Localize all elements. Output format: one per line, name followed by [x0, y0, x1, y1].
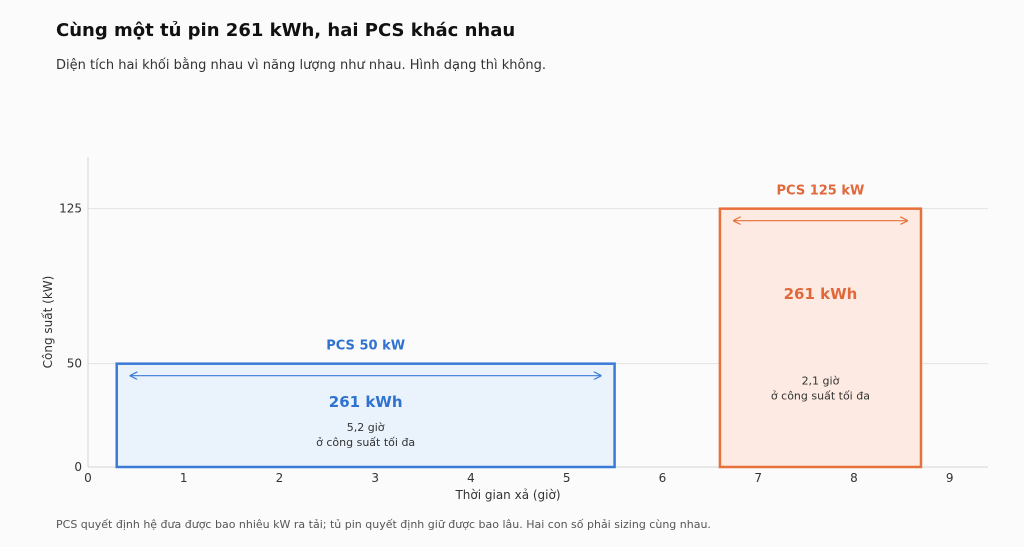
x-tick-label: 8	[850, 471, 858, 485]
x-tick-label: 7	[754, 471, 762, 485]
footnote: PCS quyết định hệ đưa được bao nhiêu kW …	[56, 518, 711, 531]
block-label-pcs50: PCS 50 kW	[326, 339, 405, 354]
y-tick-label: 125	[59, 202, 82, 216]
x-axis-label: Thời gian xả (giờ)	[454, 488, 560, 502]
x-tick-label: 3	[371, 471, 379, 485]
block-layer: PCS 50 kW 261 kWh 5,2 giờ ở công suất tối đ…	[115, 184, 923, 469]
x-tick-label: 1	[180, 471, 188, 485]
duration-label-pcs50: 5,2 giờ	[347, 421, 385, 434]
y-tick-label: 0	[74, 460, 82, 474]
x-tick-label: 4	[467, 471, 475, 485]
y-axis-label: Công suất (kW)	[41, 276, 55, 369]
energy-rect-pcs50	[115, 362, 616, 469]
x-tick-label: 0	[84, 471, 92, 485]
duration-note-pcs50: ở công suất tối đa	[316, 436, 415, 449]
energy-value-pcs125: 261 kWh	[784, 285, 858, 303]
y-tick-label: 50	[67, 357, 82, 371]
energy-block-pcs50: PCS 50 kW 261 kWh 5,2 giờ ở công suất tối đ…	[115, 339, 616, 469]
energy-value-pcs50: 261 kWh	[329, 393, 403, 411]
energy-rect-pcs125	[718, 207, 923, 469]
chart-subtitle: Diện tích hai khối bằng nhau vì năng lượ…	[56, 58, 547, 73]
energy-block-pcs125: PCS 125 kW 261 kWh 2,1 giờ ở công suất tối …	[718, 184, 923, 469]
duration-note-pcs125: ở công suất tối đa	[771, 389, 870, 402]
x-tick-label: 9	[946, 471, 954, 485]
chart-title: Cùng một tủ pin 261 kWh, hai PCS khác nh…	[56, 20, 516, 41]
x-tick-label: 2	[276, 471, 284, 485]
x-tick-label: 5	[563, 471, 571, 485]
x-tick-label: 6	[659, 471, 667, 485]
duration-label-pcs125: 2,1 giờ	[802, 374, 840, 387]
block-label-pcs125: PCS 125 kW	[777, 184, 865, 199]
